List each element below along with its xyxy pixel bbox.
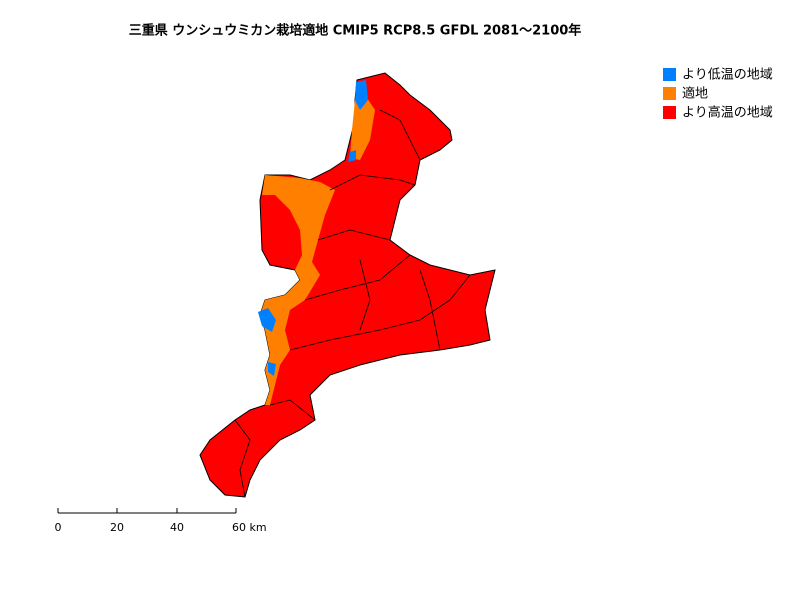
scale-label: 20 <box>110 521 124 534</box>
scale-label: 0 <box>55 521 62 534</box>
boundary <box>379 109 421 161</box>
region-suitable <box>350 95 375 160</box>
map <box>199 72 496 498</box>
boundary <box>419 269 441 351</box>
boundary <box>329 174 416 191</box>
boundary <box>359 259 371 331</box>
scale-label: 40 <box>170 521 184 534</box>
legend-label: より高温の地域 <box>682 105 773 121</box>
map-title: 三重県 ウンシュウミカン栽培適地 CMIP5 RCP8.5 GFDL 2081～… <box>129 23 582 39</box>
legend-swatch <box>663 87 676 100</box>
boundary <box>289 274 471 351</box>
region-hot <box>199 72 496 498</box>
scale-label: 60 km <box>232 521 267 534</box>
boundary <box>304 254 411 301</box>
scale-bar: 0 20 40 60 km <box>55 508 267 534</box>
region-cool <box>258 308 276 332</box>
legend-swatch <box>663 68 676 81</box>
region-cool <box>348 150 356 162</box>
boundary <box>234 419 251 498</box>
region-suitable <box>260 175 335 405</box>
legend-swatch <box>663 106 676 119</box>
boundary <box>269 399 316 421</box>
boundary <box>317 229 391 241</box>
legend-label: 適地 <box>682 86 708 102</box>
legend-label: より低温の地域 <box>682 68 773 83</box>
region-cool <box>268 362 276 376</box>
region-cool <box>355 80 368 110</box>
